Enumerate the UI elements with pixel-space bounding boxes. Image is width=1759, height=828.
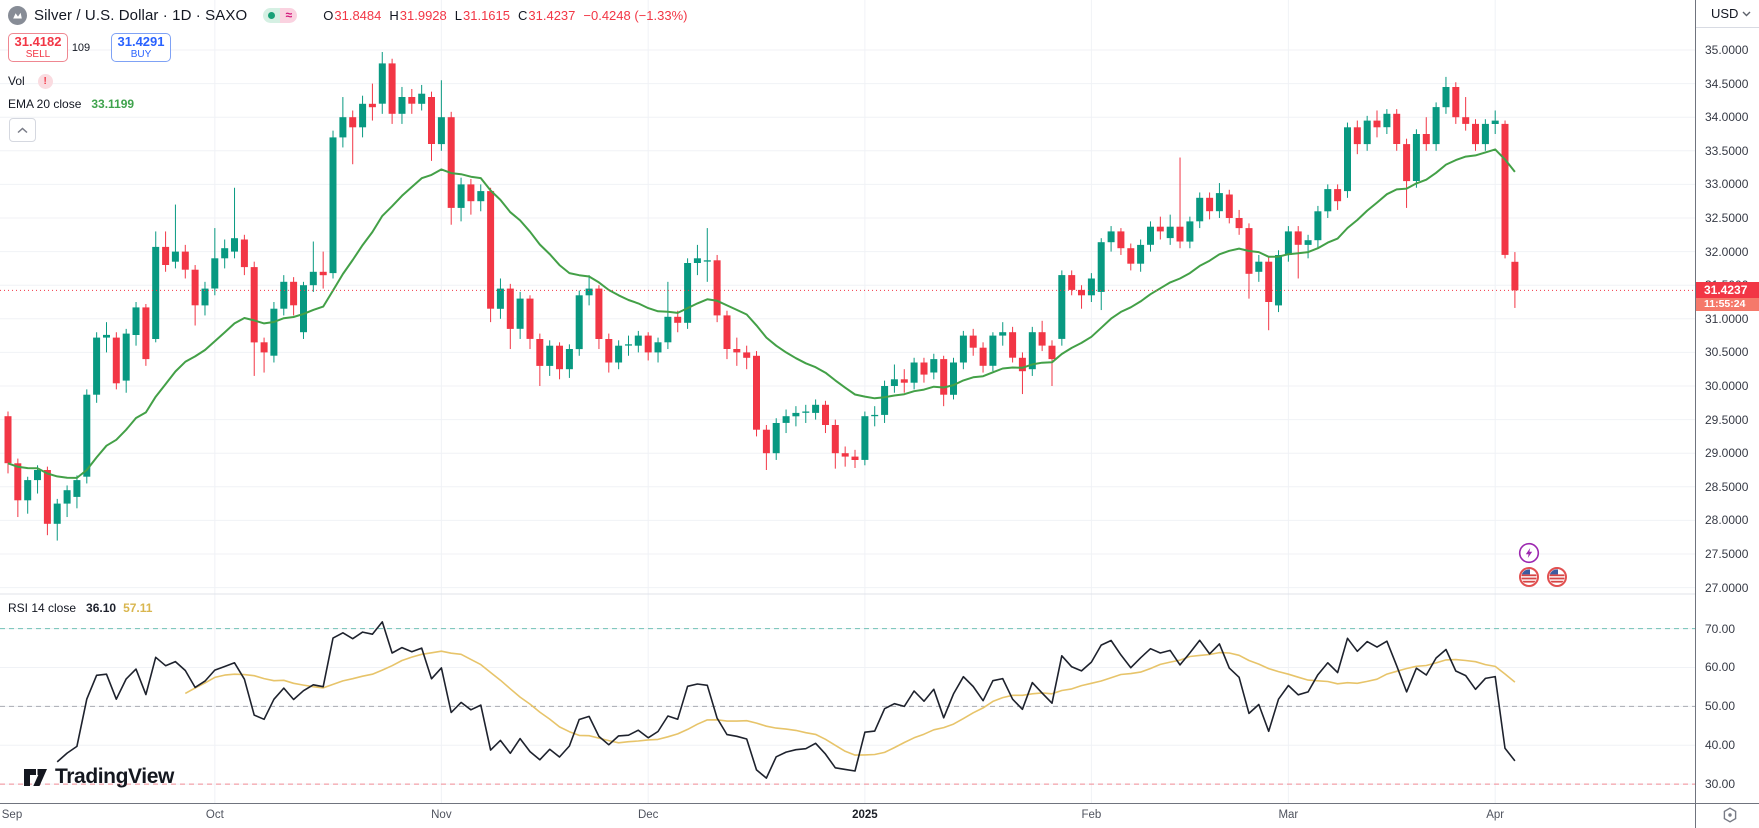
indicator-warning-icon[interactable]: !	[37, 73, 53, 89]
legend: Silver / U.S. Dollar · 1D · SAXO ≈ O 31.8…	[8, 4, 687, 112]
time-axis-label: Dec	[637, 809, 659, 821]
volume-indicator-label[interactable]: Vol	[8, 74, 25, 88]
rsi-indicator-label[interactable]: RSI 14 close	[8, 600, 77, 615]
price-axis-label: 32.5000	[1705, 211, 1749, 225]
high-value: 31.9928	[399, 7, 447, 23]
bar-countdown-tag: 11:55:24	[1696, 298, 1759, 312]
price-axis-label: 33.5000	[1705, 143, 1749, 158]
time-axis-border	[0, 803, 1759, 804]
symbol-title[interactable]: Silver / U.S. Dollar · 1D · SAXO	[34, 6, 248, 24]
low-value: 31.1615	[463, 7, 510, 23]
time-axis-label: Oct	[205, 809, 224, 821]
price-axis[interactable]: USD 35.0000 34.5000 34.0000 33.5000 33.0000 3…	[1695, 0, 1759, 828]
price-axis-label: 34.0000	[1705, 110, 1749, 125]
currency-label: USD	[1711, 6, 1739, 21]
currency-selector[interactable]: USD	[1695, 0, 1759, 28]
buy-button[interactable]: 31.4291 BUY	[111, 33, 171, 62]
chevron-up-icon	[17, 126, 28, 133]
legend-collapse-button[interactable]	[9, 118, 36, 142]
price-axis-label: 30.0000	[1705, 379, 1749, 393]
delayed-data-badge[interactable]: ≈	[280, 7, 298, 23]
rsi-indicator-row[interactable]: RSI 14 close 36.10 57.11	[8, 600, 152, 615]
buy-label: BUY	[130, 49, 152, 60]
time-axis-label: Apr	[1486, 809, 1505, 821]
rsi-axis-label: 70.00	[1705, 621, 1736, 636]
price-axis-label: 32.0000	[1705, 244, 1749, 259]
sell-price: 31.4182	[14, 34, 62, 49]
price-axis-label: 27.0000	[1705, 580, 1749, 595]
price-axis-label: 34.5000	[1705, 76, 1749, 91]
rsi-axis-label: 30.00	[1705, 777, 1736, 792]
rsi-axis-label: 60.00	[1705, 660, 1736, 675]
market-open-dot-icon	[268, 11, 276, 19]
open-label: O	[323, 7, 334, 23]
rsi-value: 36.10	[86, 600, 117, 615]
chevron-down-icon	[1742, 11, 1751, 16]
sell-label: SELL	[25, 49, 51, 60]
price-axis-label: 33.0000	[1705, 177, 1749, 192]
economic-event-us-flag-icon[interactable]	[1545, 565, 1569, 589]
price-axis-label: 29.5000	[1705, 412, 1749, 427]
spread-value: 109	[71, 41, 91, 54]
volume-indicator-row[interactable]: Vol !	[8, 73, 687, 89]
close-label: C	[518, 7, 528, 23]
time-axis-label: 2025	[852, 809, 878, 821]
rsi-ma-value: 57.11	[123, 600, 153, 615]
rsi-axis-label: 40.00	[1705, 738, 1736, 753]
ema-indicator-row[interactable]: EMA 20 close 33.1199	[8, 96, 687, 112]
ema-indicator-value: 33.1199	[91, 97, 135, 111]
time-axis-label: Sep	[1, 809, 23, 821]
ohlc-readout: O 31.8484 H 31.9928 L 31.1615 C 31.4237 −0.4…	[315, 8, 687, 23]
price-axis-border	[1695, 0, 1696, 828]
price-axis-label: 35.0000	[1705, 43, 1749, 57]
axis-settings-icon[interactable]	[1717, 806, 1743, 825]
low-label: L	[454, 7, 462, 23]
time-axis-label: Feb	[1081, 809, 1102, 821]
last-price-tag: 31.4237	[1696, 282, 1759, 299]
economic-event-us-flag-icon[interactable]	[1517, 565, 1541, 589]
price-axis-label: 31.0000	[1705, 311, 1749, 326]
economic-event-flash-icon[interactable]	[1517, 541, 1541, 565]
price-axis-label: 29.0000	[1705, 446, 1749, 461]
rsi-axis-label: 50.00	[1705, 699, 1736, 714]
ema-indicator-label[interactable]: EMA 20 close	[8, 97, 82, 111]
price-axis-label: 28.5000	[1705, 479, 1749, 494]
price-axis-label: 27.5000	[1705, 547, 1749, 561]
change-value: −0.4248 (−1.33%)	[583, 7, 688, 23]
tradingview-wordmark: TradingView	[55, 764, 174, 788]
close-value: 31.4237	[528, 7, 576, 23]
buy-price: 31.4291	[117, 34, 165, 49]
time-axis-label: Nov	[431, 809, 452, 821]
sell-button[interactable]: 31.4182 SELL	[8, 33, 68, 62]
open-value: 31.8484	[334, 7, 382, 23]
price-axis-label: 30.5000	[1705, 345, 1749, 360]
price-axis-label: 28.0000	[1705, 513, 1749, 528]
symbol-logo-icon	[8, 5, 27, 25]
time-axis-label: Mar	[1278, 809, 1299, 821]
tradingview-logo[interactable]: TradingView	[22, 763, 174, 790]
high-label: H	[389, 7, 399, 23]
time-axis[interactable]: Sep Oct Nov Dec 2025 Feb Mar Apr	[0, 803, 1759, 828]
market-open-badge[interactable]	[263, 7, 281, 23]
tradingview-glyph-icon	[24, 769, 47, 786]
